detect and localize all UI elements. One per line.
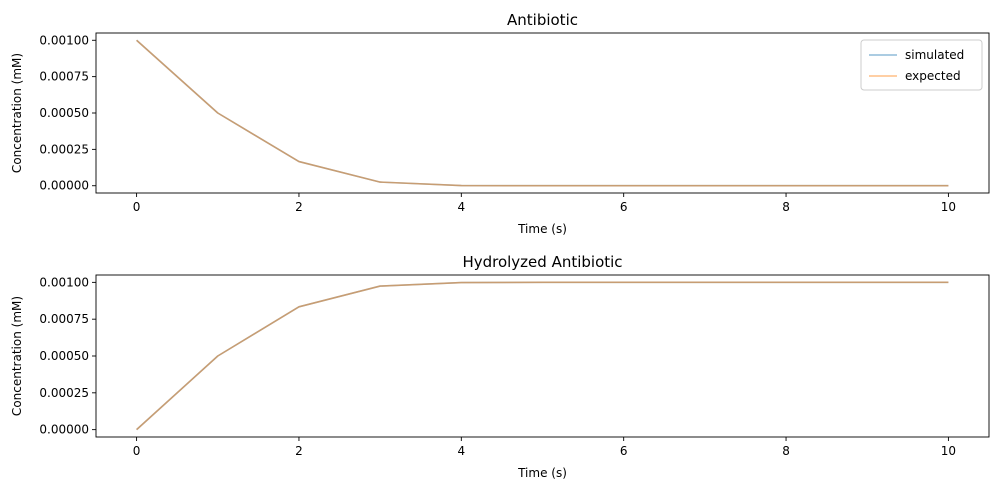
legend: simulated expected xyxy=(860,39,983,91)
y-tick-label: 0.00000 xyxy=(39,179,89,193)
legend-label-simulated: simulated xyxy=(905,48,964,62)
x-axis-label: Time (s) xyxy=(517,466,567,480)
y-tick-label: 0.00100 xyxy=(39,275,89,289)
x-tick-label: 8 xyxy=(782,200,790,214)
x-tick-label: 0 xyxy=(133,444,141,458)
legend-box xyxy=(860,39,983,91)
y-tick-label: 0.00075 xyxy=(39,70,89,84)
y-axis-label: Concentration (mM) xyxy=(10,296,24,416)
subplot-2: Hydrolyzed Antibiotic 0 2 4 6 8 10 0.00000 0.000… xyxy=(10,253,990,480)
x-tick-label: 10 xyxy=(941,200,956,214)
x-tick-label: 6 xyxy=(620,200,628,214)
y-tick-label: 0.00050 xyxy=(39,349,89,363)
x-tick-label: 2 xyxy=(295,200,303,214)
y-tick-label: 0.00025 xyxy=(39,386,89,400)
y-tick-label: 0.00075 xyxy=(39,312,89,326)
series-line-simulated xyxy=(136,39,949,187)
series-line-expected xyxy=(136,39,949,187)
x-tick-label: 4 xyxy=(457,444,465,458)
x-tick-label: 2 xyxy=(295,444,303,458)
x-axis-label: Time (s) xyxy=(517,222,567,236)
chart-title: Antibiotic xyxy=(507,11,578,29)
y-tick-label: 0.00100 xyxy=(39,33,89,47)
y-tick-label: 0.00025 xyxy=(39,142,89,156)
series-line-series-2 xyxy=(136,281,949,431)
x-tick-label: 10 xyxy=(941,444,956,458)
x-tick-label: 8 xyxy=(782,444,790,458)
y-axis-label: Concentration (mM) xyxy=(10,53,24,173)
y-tick-label: 0.00050 xyxy=(39,106,89,120)
x-tick-label: 0 xyxy=(133,200,141,214)
series-line-series-1 xyxy=(136,281,949,431)
x-tick-label: 6 xyxy=(620,444,628,458)
x-tick-label: 4 xyxy=(457,200,465,214)
legend-label-expected: expected xyxy=(905,69,961,83)
chart-title: Hydrolyzed Antibiotic xyxy=(462,253,622,271)
axes-frame xyxy=(95,32,990,194)
y-tick-label: 0.00000 xyxy=(39,423,89,437)
subplot-1: Antibiotic 0 2 4 6 8 10 0.00000 0.00025 0.00050 0.… xyxy=(10,11,990,236)
axes-frame xyxy=(95,274,990,438)
